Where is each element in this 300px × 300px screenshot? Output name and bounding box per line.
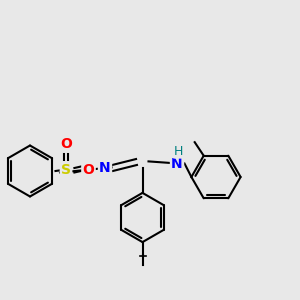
Text: N: N [171,157,183,170]
Text: H: H [174,145,183,158]
Text: O: O [82,163,94,176]
Text: O: O [60,137,72,151]
Text: N: N [99,161,111,175]
Text: S: S [61,163,71,176]
